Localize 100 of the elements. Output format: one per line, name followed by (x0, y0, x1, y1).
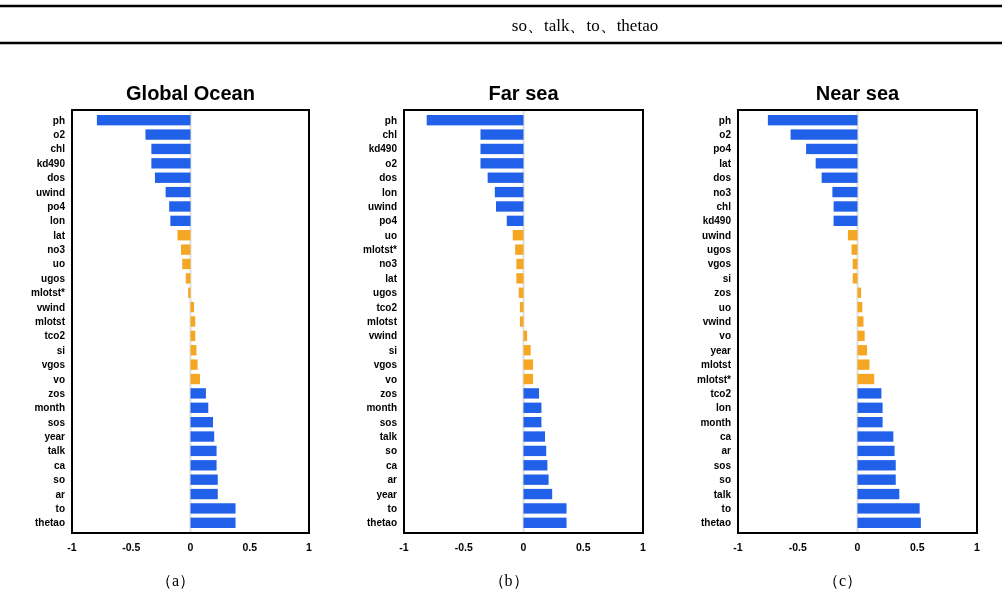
x-tick-label: -0.5 (788, 541, 807, 553)
bar (857, 517, 921, 528)
y-tick-label: si (722, 272, 732, 284)
bar (857, 416, 883, 428)
y-tick-label: dos (47, 172, 66, 184)
y-tick-label: o2 (719, 129, 732, 141)
bar (151, 158, 191, 169)
bar (523, 488, 553, 500)
bar (181, 244, 191, 255)
y-tick-label: chl (382, 129, 398, 141)
bar (190, 316, 196, 327)
bar (833, 201, 858, 212)
y-tick-label: uo (384, 229, 397, 241)
y-tick-label: year (376, 488, 398, 500)
y-tick-label: mlotst (35, 316, 66, 327)
y-tick-label: sos (47, 416, 66, 428)
bar (496, 201, 524, 212)
y-tick-label: tco2 (376, 301, 398, 313)
bar (523, 373, 534, 385)
y-tick-label: ph (718, 114, 731, 126)
text: （b） (488, 572, 529, 589)
bar (523, 388, 540, 399)
y-tick-label: si (388, 344, 398, 356)
bar (519, 316, 524, 327)
bar (821, 172, 858, 183)
chart-title: Global Ocean (126, 82, 255, 104)
bar (480, 129, 524, 140)
bar (523, 359, 534, 370)
bar (188, 287, 191, 298)
bar (851, 244, 858, 255)
y-tick-label: dos (379, 172, 398, 184)
y-tick-label: ugos (373, 287, 398, 299)
x-tick-label: 0 (187, 541, 194, 553)
bar (857, 503, 920, 514)
y-tick-label: thetao (367, 517, 397, 529)
y-tick-label: to (721, 502, 731, 514)
y-tick-label: month (366, 402, 397, 414)
y-tick-label: uwind (702, 229, 731, 241)
bar (518, 287, 524, 298)
y-tick-label: no3 (713, 186, 732, 198)
bar (190, 445, 217, 457)
bar (190, 503, 236, 514)
y-tick-label: sos (379, 416, 398, 428)
x-tick-label: 0 (854, 541, 861, 553)
x-tick-label: 1 (640, 541, 647, 553)
x-tick-label: 1 (306, 541, 313, 553)
y-tick-label: uwind (368, 200, 397, 212)
bar (832, 186, 858, 198)
y-tick-label: tco2 (44, 330, 66, 342)
bar (190, 359, 198, 370)
bar (169, 201, 191, 212)
y-tick-label: thetao (35, 517, 65, 529)
bar (857, 345, 868, 356)
y-tick-label: vgos (41, 359, 66, 371)
y-tick-label: vgos (373, 359, 398, 371)
bar (190, 431, 215, 442)
bar (190, 488, 218, 500)
y-tick-label: year (44, 431, 66, 443)
y-tick-label: ph (384, 114, 397, 126)
bar (154, 172, 191, 183)
y-tick-label: lon (382, 186, 397, 198)
bar (519, 301, 524, 313)
bar (190, 474, 218, 485)
x-tick-label: 0 (520, 541, 527, 553)
bar (767, 115, 858, 126)
y-tick-label: zos (380, 387, 398, 399)
y-tick-label: po4 (47, 200, 66, 212)
x-tick-label: -1 (67, 541, 77, 553)
y-tick-label: chl (716, 200, 732, 212)
bar (857, 445, 895, 457)
bar (523, 345, 531, 356)
y-tick-label: no3 (379, 258, 398, 270)
bar (515, 244, 524, 255)
bar (190, 517, 236, 528)
y-tick-label: lat (53, 229, 66, 241)
y-tick-label: chl (50, 143, 66, 155)
y-tick-label: o2 (53, 129, 66, 141)
y-tick-label: vgos (707, 258, 732, 270)
bar (857, 460, 896, 471)
bar (516, 273, 524, 284)
bar (523, 445, 547, 457)
y-tick-label: si (56, 344, 66, 356)
bar (480, 158, 524, 169)
y-tick-label: ar (387, 474, 398, 486)
bar (523, 503, 567, 514)
bar (190, 460, 217, 471)
bar (523, 402, 542, 413)
bar (523, 416, 542, 428)
bar (857, 488, 900, 500)
bar (852, 273, 858, 284)
bar (145, 129, 191, 140)
y-tick-label: ar (55, 488, 66, 500)
bar (177, 230, 191, 241)
y-tick-label: kd490 (368, 143, 398, 155)
bar (96, 115, 191, 126)
bar (165, 186, 191, 198)
bar (185, 273, 191, 284)
bar (190, 416, 214, 428)
y-tick-label: po4 (713, 143, 732, 155)
y-tick-label: uo (718, 301, 731, 313)
